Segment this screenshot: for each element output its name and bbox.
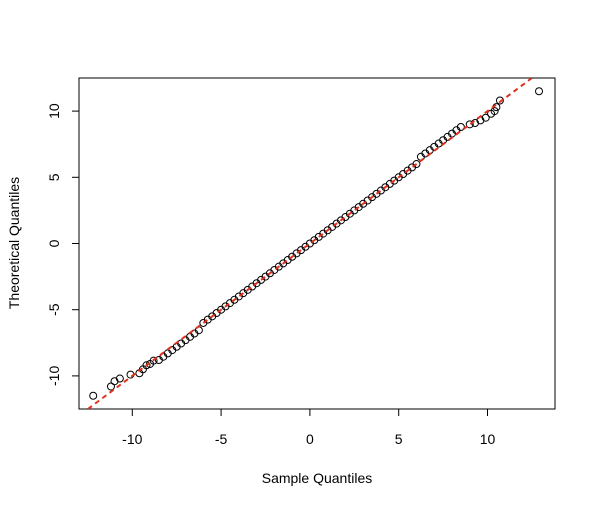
- point: [535, 87, 544, 96]
- y-axis-label: Theoretical Quantiles: [6, 177, 22, 309]
- point: [89, 391, 98, 400]
- point: [149, 356, 158, 365]
- x-axis-label: Sample Quantiles: [262, 470, 373, 486]
- point: [412, 160, 421, 169]
- point: [490, 107, 499, 116]
- y-tick-label: 5: [46, 173, 62, 181]
- y-tick-label: -10: [46, 366, 62, 386]
- y-tick-label: 0: [46, 239, 62, 247]
- y-tick-label: -5: [46, 303, 62, 316]
- point: [115, 374, 124, 383]
- x-tick-label: 0: [306, 431, 314, 447]
- x-tick-label: 5: [395, 431, 403, 447]
- point: [142, 361, 151, 370]
- y-tick-label: 10: [46, 103, 62, 119]
- point: [495, 96, 504, 105]
- reference-line: [87, 78, 533, 409]
- point: [465, 120, 474, 129]
- point: [481, 113, 490, 122]
- x-tick-label: -10: [122, 431, 142, 447]
- x-tick-label: 10: [480, 431, 496, 447]
- point: [456, 122, 465, 131]
- x-tick-label: -5: [215, 431, 228, 447]
